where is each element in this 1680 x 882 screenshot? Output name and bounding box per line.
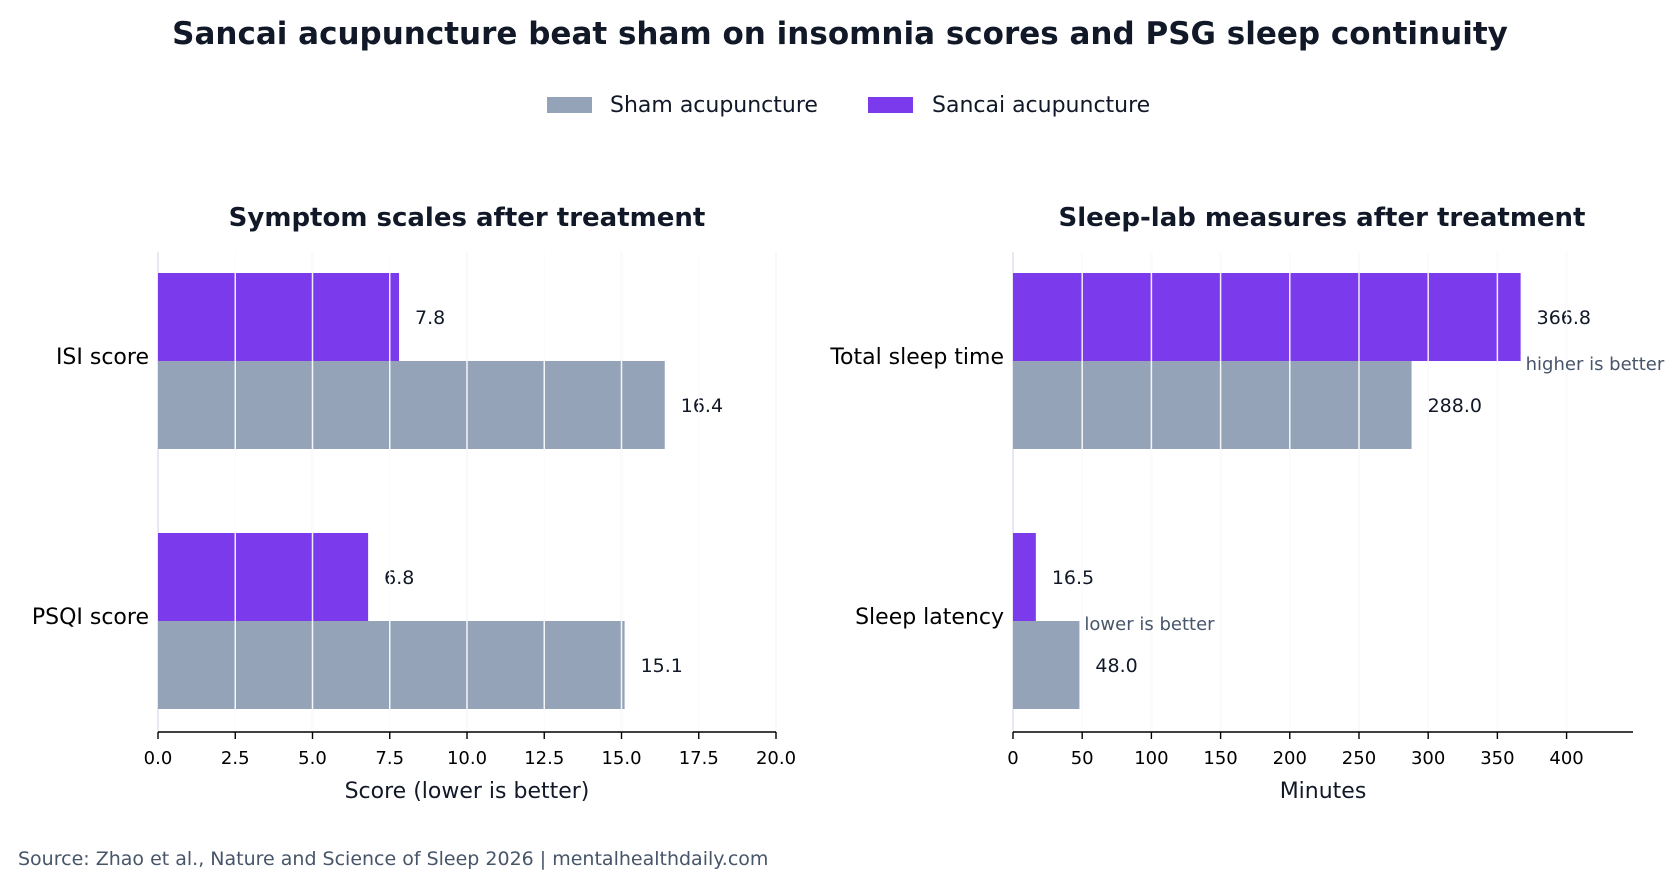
legend-label: Sancai acupuncture [932,93,1150,118]
value-label: 6.8 [384,567,414,589]
x-axis-label: Minutes [1280,779,1367,804]
value-label: 7.8 [415,307,445,329]
panel-title: Sleep-lab measures after treatment [1059,203,1586,233]
bar [158,273,400,361]
bar [158,361,665,449]
bar [1013,273,1521,361]
value-label: 16.4 [681,395,723,417]
bar [1013,533,1036,621]
chart-title: Sancai acupuncture beat sham on insomnia… [172,16,1508,52]
x-tick-label: 17.5 [679,748,719,769]
x-tick-label: 200 [1273,748,1307,769]
x-tick-label: 12.5 [524,748,564,769]
legend-swatch [547,97,592,113]
x-tick-label: 150 [1203,748,1237,769]
bar [158,621,625,709]
value-label: 16.5 [1052,567,1094,589]
category-label: Total sleep time [829,345,1004,370]
x-axis-label: Score (lower is better) [345,779,590,804]
bar [158,533,369,621]
value-label: 288.0 [1428,395,1482,417]
category-label: ISI score [56,345,149,370]
x-tick-label: 400 [1549,748,1583,769]
annotation-text: lower is better [1084,614,1215,635]
category-label: Sleep latency [855,605,1004,630]
legend: Sham acupuncture Sancai acupuncture [547,93,1150,118]
x-tick-label: 50 [1071,748,1094,769]
x-tick-label: 15.0 [601,748,641,769]
x-tick-label: 0.0 [144,748,173,769]
x-tick-label: 250 [1342,748,1376,769]
legend-label: Sham acupuncture [610,93,818,118]
value-label: 15.1 [641,655,683,677]
x-tick-label: 100 [1134,748,1168,769]
panel-symptom-scales: Symptom scales after treatment ISI score 7… [32,203,796,804]
x-tick-label: 5.0 [298,748,327,769]
legend-swatch [868,97,913,113]
panel-sleep-lab-measures: Sleep-lab measures after treatment Total … [829,203,1665,804]
x-tick-label: 300 [1411,748,1445,769]
x-tick-label: 2.5 [221,748,250,769]
x-tick-label: 20.0 [756,748,796,769]
x-tick-label: 0 [1007,748,1018,769]
x-tick-label: 350 [1480,748,1514,769]
x-tick-label: 7.5 [375,748,404,769]
x-tick-label: 10.0 [447,748,487,769]
category-label: PSQI score [32,605,149,630]
annotation-text: higher is better [1526,354,1665,375]
value-label: 366.8 [1537,307,1591,329]
source-note: Source: Zhao et al., Nature and Science … [18,848,768,870]
bar [1013,361,1412,449]
panel-title: Symptom scales after treatment [229,203,706,233]
value-label: 48.0 [1095,655,1137,677]
bar [1013,621,1080,709]
